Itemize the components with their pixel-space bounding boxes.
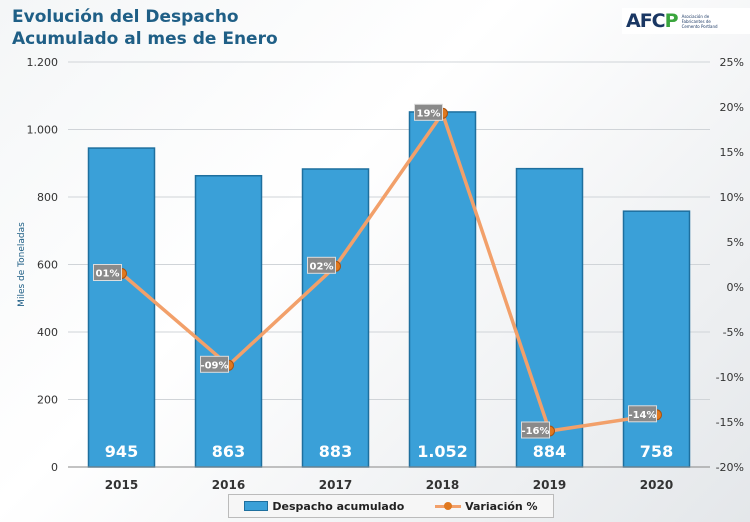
afcp-logo: AFCP Asociación de Fabricantes de Cement…	[622, 8, 750, 34]
line-data-label: 01%	[96, 269, 120, 280]
line-label-box	[628, 405, 657, 423]
y2-tick-label: 15%	[720, 146, 744, 159]
y-tick-label: 600	[37, 259, 58, 272]
y-tick-label: 400	[37, 326, 58, 339]
y2-tick-label: 10%	[720, 191, 744, 204]
bar	[622, 210, 691, 468]
y-tick-label: 1.000	[27, 124, 59, 137]
legend-swatch-bar	[244, 501, 269, 511]
legend-label: Despacho acumulado	[272, 499, 405, 513]
x-tick-label: 2015	[105, 478, 138, 492]
line-label-box	[200, 355, 229, 373]
line-label-box	[521, 421, 550, 439]
chart-title: Evolución del Despacho Acumulado al mes …	[12, 6, 278, 50]
x-tick-label: 2016	[212, 478, 245, 492]
y2-tick-label: -15%	[716, 416, 744, 429]
title-line-1: Evolución del Despacho	[12, 7, 239, 27]
y-tick-label: 0	[51, 461, 58, 474]
y2-tick-label: 5%	[727, 236, 744, 249]
legend-swatch-line	[435, 501, 462, 510]
legend-item-bar: Despacho acumulado	[244, 500, 404, 513]
y2-tick-label: 20%	[720, 101, 744, 114]
y-tick-label: 200	[37, 394, 58, 407]
bar	[408, 111, 477, 468]
bar-value-label: 1.052	[417, 442, 468, 461]
y-tick-label: 800	[37, 191, 58, 204]
y2-tick-label: -10%	[716, 371, 744, 384]
logo-mark: AFCP	[626, 10, 679, 32]
line-data-label: -09%	[200, 360, 228, 371]
legend: Despacho acumulado Variación %	[228, 494, 554, 518]
line-data-label: -14%	[628, 410, 656, 421]
y-axis-label: Miles de Toneladas	[17, 222, 27, 307]
bar-value-label: 884	[533, 442, 566, 461]
bar	[194, 174, 263, 468]
line-data-label: -16%	[521, 426, 549, 437]
line-data-label: 19%	[417, 108, 441, 119]
x-tick-label: 2019	[533, 478, 566, 492]
bar	[87, 147, 156, 468]
line-data-label: 02%	[310, 261, 334, 272]
y2-tick-label: -5%	[723, 326, 744, 339]
y2-tick-label: 25%	[720, 56, 744, 69]
x-tick-label: 2020	[640, 478, 673, 492]
title-line-2: Acumulado al mes de Enero	[12, 29, 278, 49]
logo-subtitle: Asociación de Fabricantes de Cemento Por…	[681, 13, 718, 29]
bar-value-label: 758	[640, 442, 673, 461]
line-label-box	[414, 103, 443, 121]
bar-value-label: 945	[105, 442, 138, 461]
y2-tick-label: 0%	[727, 281, 744, 294]
legend-label: Variación %	[465, 499, 538, 513]
y2-tick-label: -20%	[716, 461, 744, 474]
y-tick-label: 1.200	[27, 56, 59, 69]
x-tick-label: 2018	[426, 478, 459, 492]
legend-item-line: Variación %	[435, 499, 538, 513]
bar	[301, 168, 370, 468]
x-tick-label: 2017	[319, 478, 352, 492]
bar-value-label: 883	[319, 442, 352, 461]
line-label-box	[307, 256, 336, 274]
line-label-box	[93, 264, 122, 281]
variation-line	[120, 109, 657, 433]
bar-value-label: 863	[212, 442, 245, 461]
